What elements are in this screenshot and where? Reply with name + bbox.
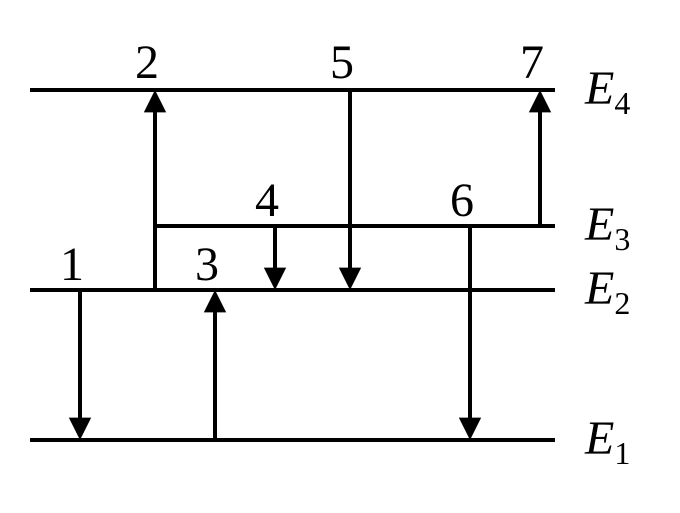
transition-arrowhead-7 (529, 90, 551, 112)
level-label-E4: E4 (584, 62, 630, 121)
transition-label-5: 5 (330, 36, 354, 89)
level-label-E1: E1 (584, 412, 630, 471)
level-label-E3: E3 (584, 198, 630, 257)
transition-label-1: 1 (60, 238, 84, 291)
transition-arrowhead-6 (459, 418, 481, 440)
transition-label-7: 7 (520, 36, 544, 89)
level-label-E2: E2 (584, 262, 630, 321)
transition-arrowhead-3 (204, 290, 226, 312)
transition-label-6: 6 (450, 174, 474, 227)
energy-level-diagram: E4 E3E2 E1 1 2 34 5 6 7 (0, 0, 680, 513)
diagram-svg: E4 E3E2 E1 1 2 34 5 6 7 (0, 0, 680, 513)
transition-arrowhead-5 (339, 268, 361, 290)
transition-label-3: 3 (195, 238, 219, 291)
transition-arrowhead-4 (264, 268, 286, 290)
transition-arrowhead-1 (69, 418, 91, 440)
transition-arrowhead-2 (144, 90, 166, 112)
transition-label-4: 4 (255, 174, 279, 227)
transition-label-2: 2 (135, 36, 159, 89)
